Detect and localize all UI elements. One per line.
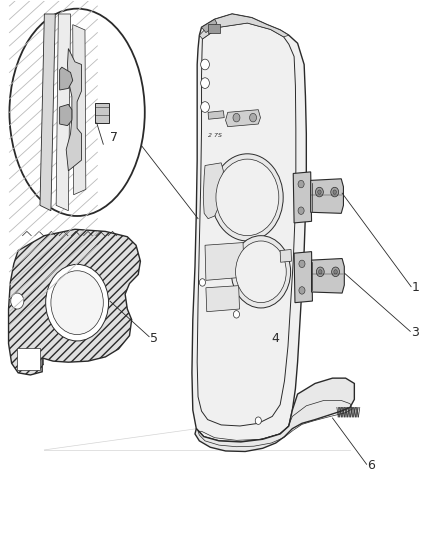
Circle shape: [216, 159, 279, 236]
Polygon shape: [311, 259, 344, 293]
Circle shape: [51, 271, 103, 335]
Circle shape: [231, 236, 290, 308]
Circle shape: [332, 267, 339, 277]
Polygon shape: [201, 19, 217, 33]
Circle shape: [201, 78, 209, 88]
Polygon shape: [16, 237, 134, 368]
Polygon shape: [9, 229, 141, 375]
Text: 1: 1: [412, 281, 420, 294]
Ellipse shape: [10, 9, 145, 216]
Circle shape: [236, 241, 286, 303]
Text: 2 7S: 2 7S: [208, 133, 222, 138]
Circle shape: [233, 311, 240, 318]
Circle shape: [299, 260, 305, 268]
Circle shape: [298, 180, 304, 188]
FancyBboxPatch shape: [95, 103, 109, 123]
Polygon shape: [40, 14, 55, 211]
Polygon shape: [60, 67, 73, 90]
Polygon shape: [195, 378, 354, 451]
Polygon shape: [226, 110, 261, 127]
Circle shape: [318, 190, 321, 194]
Polygon shape: [208, 111, 224, 119]
Polygon shape: [66, 49, 81, 171]
Circle shape: [298, 207, 304, 214]
FancyBboxPatch shape: [208, 24, 220, 33]
Circle shape: [199, 279, 205, 286]
Polygon shape: [73, 25, 86, 195]
Text: 7: 7: [110, 131, 118, 144]
Circle shape: [201, 102, 209, 112]
Text: 6: 6: [367, 459, 375, 472]
Polygon shape: [280, 249, 291, 262]
Text: 4: 4: [272, 332, 279, 345]
Circle shape: [201, 59, 209, 70]
Circle shape: [212, 154, 283, 241]
Circle shape: [331, 187, 339, 197]
Polygon shape: [192, 14, 306, 442]
Circle shape: [233, 114, 240, 122]
Text: 3: 3: [411, 326, 419, 340]
Circle shape: [315, 187, 323, 197]
Circle shape: [333, 190, 336, 194]
Circle shape: [318, 270, 322, 274]
Circle shape: [299, 287, 305, 294]
Circle shape: [250, 114, 257, 122]
Polygon shape: [206, 286, 240, 312]
Polygon shape: [205, 243, 244, 280]
Circle shape: [316, 267, 324, 277]
Polygon shape: [60, 104, 72, 126]
Circle shape: [11, 293, 24, 309]
Polygon shape: [294, 252, 312, 303]
Text: 5: 5: [150, 332, 158, 345]
Circle shape: [255, 417, 261, 424]
Polygon shape: [56, 14, 71, 211]
FancyBboxPatch shape: [17, 348, 40, 370]
Circle shape: [46, 264, 109, 341]
Polygon shape: [203, 163, 223, 219]
Polygon shape: [293, 172, 311, 223]
Circle shape: [334, 270, 337, 274]
Polygon shape: [311, 179, 343, 213]
Polygon shape: [199, 14, 289, 39]
